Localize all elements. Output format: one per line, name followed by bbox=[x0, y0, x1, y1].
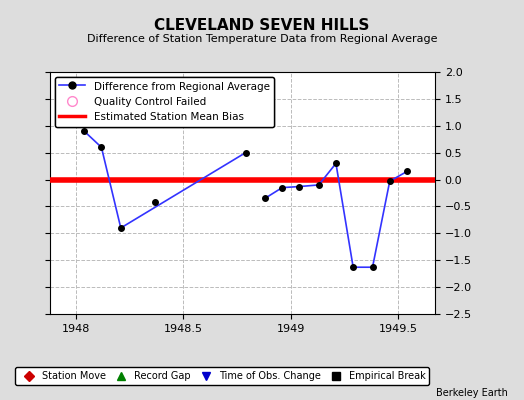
Text: CLEVELAND SEVEN HILLS: CLEVELAND SEVEN HILLS bbox=[154, 18, 370, 33]
Text: Berkeley Earth: Berkeley Earth bbox=[436, 388, 508, 398]
Legend: Difference from Regional Average, Quality Control Failed, Estimated Station Mean: Difference from Regional Average, Qualit… bbox=[55, 77, 274, 127]
Legend: Station Move, Record Gap, Time of Obs. Change, Empirical Break: Station Move, Record Gap, Time of Obs. C… bbox=[15, 367, 429, 385]
Text: Difference of Station Temperature Data from Regional Average: Difference of Station Temperature Data f… bbox=[87, 34, 437, 44]
